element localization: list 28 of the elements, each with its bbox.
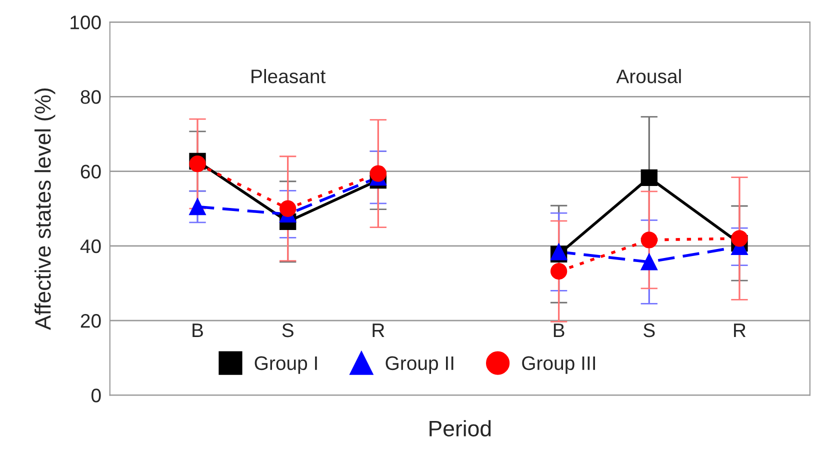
legend-label: Group I [254, 356, 317, 374]
x-tick-label: S [282, 323, 294, 338]
point [189, 156, 206, 172]
y-tick-label: 60 [80, 164, 101, 179]
y-tick-label: 80 [80, 90, 101, 104]
point [280, 200, 296, 217]
y-tick-label: 20 [80, 314, 101, 328]
point [640, 232, 658, 248]
legend-label: Group II [386, 356, 454, 374]
x-tick-label: B [192, 324, 203, 338]
point [189, 198, 206, 216]
legend-label: Group III [522, 356, 595, 374]
y-tick-label: 100 [70, 16, 101, 30]
x-tick-label: R [372, 324, 384, 338]
point [731, 230, 748, 247]
annotation: Arousal [616, 68, 681, 84]
x-tick-label: B [554, 324, 564, 338]
x-tick-label: R [734, 324, 746, 338]
y-tick-label: 0 [92, 388, 101, 402]
point [370, 165, 386, 182]
y-axis-title: Affective states level (%) [34, 88, 56, 330]
x-tick-label: S [644, 323, 655, 338]
point [550, 262, 568, 280]
x-axis-title: Period [430, 420, 491, 436]
annotation: Pleasant [252, 68, 326, 84]
point [640, 254, 658, 270]
y-tick-label: 40 [80, 239, 101, 254]
point [640, 169, 658, 186]
